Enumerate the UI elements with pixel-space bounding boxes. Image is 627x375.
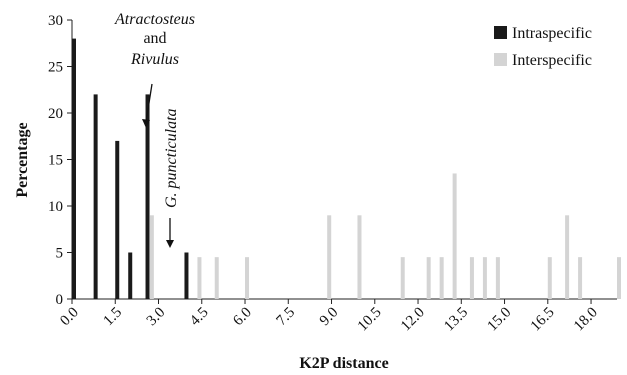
interspecific-bar [327,215,332,299]
y-tick-label: 15 [48,153,63,169]
y-axis-title: Percentage [14,122,31,197]
x-tick-label: 12.0 [398,305,428,335]
x-tick-label: 3.0 [144,305,169,330]
annotation-atractosteus-rivulus: Atractosteus and Rivulus [114,11,195,128]
legend-swatch [494,26,507,39]
interspecific-bar [439,257,444,299]
intraspecific-bar [145,94,150,300]
interspecific-bar [482,257,487,299]
annotation-arrow-line [145,83,153,123]
y-axis: 0 5 10 15 20 25 30 [48,13,73,308]
interspecific-bar [426,257,431,299]
legend-swatch [494,53,507,66]
intraspecific-bar [115,140,120,299]
x-tick-label: 4.5 [187,305,212,330]
y-tick-label: 25 [48,60,63,76]
interspecific-bar [578,257,583,299]
annotations: Atractosteus and Rivulus G. puncticulata [114,11,195,248]
bars [72,38,621,300]
annotation-line: and [143,30,166,47]
annotation-text: G. puncticulata [163,108,180,208]
intraspecific-bar [93,94,98,300]
x-tick-label: 1.5 [101,305,126,330]
legend-label: Intraspecific [512,25,592,42]
interspecific-bar [495,257,500,299]
x-tick-label: 16.5 [528,305,558,335]
annotation-arrow-head [166,240,174,248]
interspecific-bar [400,257,405,299]
interspecific-bar [214,257,219,299]
interspecific-bar [149,215,154,299]
x-tick-label: 6.0 [230,305,255,330]
y-tick-label: 20 [48,106,63,122]
x-tick-label: 15.0 [484,305,514,335]
interspecific-bar [469,257,474,299]
annotation-line: Rivulus [130,51,179,68]
y-tick-label: 30 [48,13,63,29]
interspecific-bar [617,257,621,299]
interspecific-bar [357,215,362,299]
annotation-line: Atractosteus [114,11,195,28]
x-tick-label: 7.5 [274,305,299,330]
legend: Intraspecific Interspecific [494,25,592,69]
intraspecific-bar [72,38,76,299]
interspecific-bar [197,257,202,299]
interspecific-bar [565,215,570,299]
x-axis-title: K2P distance [299,355,388,372]
x-tick-label: 10.5 [355,305,385,335]
x-tick-label: 13.5 [441,305,471,335]
x-tick-label: 9.0 [317,305,342,330]
interspecific-bar [452,173,457,299]
x-tick-label: 0.0 [57,305,82,330]
y-tick-label: 10 [48,199,63,215]
interspecific-bar [547,257,552,299]
x-tick-label: 18.0 [571,305,601,335]
annotation-arrow-head [142,119,150,128]
intraspecific-bar [128,252,133,299]
legend-label: Interspecific [512,52,592,69]
interspecific-bar [245,257,250,299]
y-tick-label: 5 [56,246,64,262]
x-axis: 0.0 1.5 3.0 4.5 6.0 7.5 9.0 10.5 12.0 13.5 15.0 16.… [57,298,617,335]
intraspecific-bar [184,252,189,299]
y-tick-label: 0 [56,292,64,308]
annotation-g-puncticulata: G. puncticulata [163,108,180,248]
